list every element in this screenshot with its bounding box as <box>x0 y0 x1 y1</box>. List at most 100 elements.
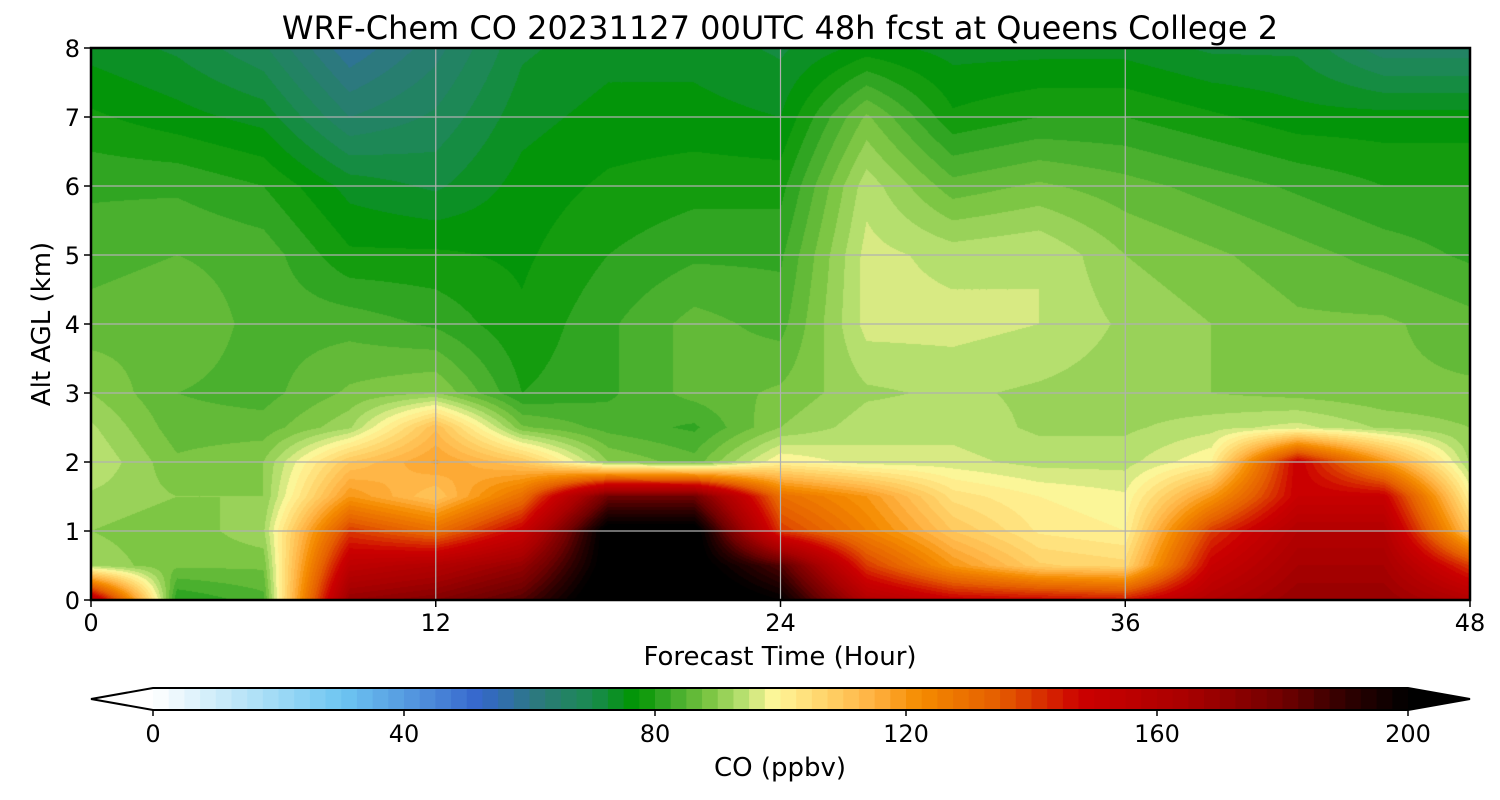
colorbar-segment <box>717 688 735 710</box>
colorbar-segment <box>184 688 201 710</box>
colorbar-segment <box>153 688 170 710</box>
colorbar-segment <box>247 688 264 710</box>
colorbar-tick-label: 120 <box>883 720 929 748</box>
colorbar-segment <box>325 688 342 710</box>
x-tick-label: 48 <box>1455 609 1486 637</box>
colorbar-segment <box>1219 688 1237 710</box>
colorbar-segment <box>1266 688 1284 710</box>
colorbar-segment <box>843 688 860 710</box>
colorbar-segment <box>231 688 248 710</box>
colorbar-tick-label: 0 <box>145 720 160 748</box>
colorbar-segment <box>529 688 546 710</box>
colorbar-segment <box>607 688 625 710</box>
colorbar-tick-label: 160 <box>1134 720 1180 748</box>
colorbar-segment <box>1282 688 1299 710</box>
colorbar-segment <box>733 688 750 710</box>
y-tick-label: 8 <box>65 35 80 63</box>
colorbar-segment <box>168 688 185 710</box>
y-tick-label: 5 <box>65 242 80 270</box>
y-tick-label: 4 <box>65 311 80 339</box>
colorbar-segment <box>749 688 766 710</box>
colorbar-segment <box>953 688 970 710</box>
y-tick-label: 6 <box>65 173 80 201</box>
colorbar-segment <box>404 688 421 710</box>
colorbar-segment <box>890 688 907 710</box>
colorbar-segment <box>388 688 405 710</box>
colorbar-segment <box>1109 688 1127 710</box>
y-axis-label: Alt AGL (km) <box>27 242 57 406</box>
colorbar-segment <box>262 688 280 710</box>
colorbar-segment <box>1204 688 1221 710</box>
colorbar-segment <box>341 688 358 710</box>
y-tick-label: 3 <box>65 380 80 408</box>
y-tick-label: 2 <box>65 449 80 477</box>
colorbar-segment <box>356 688 374 710</box>
colorbar-segment <box>1000 688 1017 710</box>
colorbar-segment <box>294 688 311 710</box>
colorbar-segment <box>937 688 954 710</box>
colorbar-segment <box>1345 688 1362 710</box>
colorbar-segment <box>1047 688 1064 710</box>
colorbar-tick-label: 40 <box>389 720 420 748</box>
y-tick-label: 7 <box>65 104 80 132</box>
colorbar-segment <box>513 688 531 710</box>
colorbar-segment <box>623 688 640 710</box>
colorbar-segment <box>419 688 436 710</box>
colorbar-segment <box>670 688 687 710</box>
colorbar-segment <box>215 688 233 710</box>
x-tick-label: 0 <box>83 609 98 637</box>
colorbar-segment <box>309 688 327 710</box>
colorbar-segment <box>984 688 1001 710</box>
colorbar-segment <box>1298 688 1315 710</box>
colorbar-segment <box>1094 688 1111 710</box>
colorbar-segment <box>1157 688 1174 710</box>
colorbar-segment <box>576 688 593 710</box>
colorbar-segment <box>545 688 562 710</box>
colorbar-tick-label: 80 <box>640 720 671 748</box>
colorbar-segment <box>1313 688 1331 710</box>
colorbar-segment <box>200 688 217 710</box>
colorbar-segment <box>655 688 672 710</box>
colorbar-segment <box>1329 688 1346 710</box>
colorbar-segment <box>372 688 389 710</box>
colorbar-segment <box>702 688 719 710</box>
colorbar-segment <box>1172 688 1189 710</box>
colorbar-segment <box>686 688 703 710</box>
colorbar-segment <box>1188 688 1205 710</box>
colorbar-segment <box>592 688 609 710</box>
colorbar-segment <box>968 688 986 710</box>
colorbar-segment <box>858 688 876 710</box>
colorbar-segment <box>1235 688 1252 710</box>
chart-title: WRF-Chem CO 20231127 00UTC 48h fcst at Q… <box>282 9 1278 47</box>
colorbar-segment <box>1015 688 1033 710</box>
x-axis-label: Forecast Time (Hour) <box>643 642 916 672</box>
colorbar-segment <box>1360 688 1378 710</box>
colorbar-segment <box>1078 688 1095 710</box>
x-axis: 0 12 24 36 48 <box>83 600 1485 637</box>
colorbar-segment <box>278 688 295 710</box>
x-tick-label: 12 <box>420 609 451 637</box>
colorbar-segment <box>560 688 578 710</box>
y-tick-label: 1 <box>65 518 80 546</box>
x-tick-label: 36 <box>1110 609 1141 637</box>
colorbar-segment <box>764 688 782 710</box>
x-tick-label: 24 <box>765 609 796 637</box>
colorbar-segment <box>466 688 484 710</box>
colorbar-segment <box>451 688 468 710</box>
colorbar-segment <box>1376 688 1393 710</box>
colorbar-extend-high <box>1408 688 1470 710</box>
colorbar-segment <box>1392 688 1409 710</box>
colorbar-segment <box>906 688 923 710</box>
colorbar-segment <box>1062 688 1080 710</box>
colorbar-segment <box>796 688 813 710</box>
colorbar-segment <box>498 688 515 710</box>
colorbar-segment <box>827 688 844 710</box>
colorbar-segment <box>1251 688 1268 710</box>
colorbar: 0 40 80 120 160 200 <box>90 687 1471 748</box>
colorbar-segment <box>921 688 938 710</box>
y-axis: 0 1 2 3 4 5 6 7 8 <box>65 35 91 615</box>
colorbar-segment <box>811 688 829 710</box>
colorbar-segment <box>874 688 891 710</box>
colorbar-segment <box>780 688 797 710</box>
